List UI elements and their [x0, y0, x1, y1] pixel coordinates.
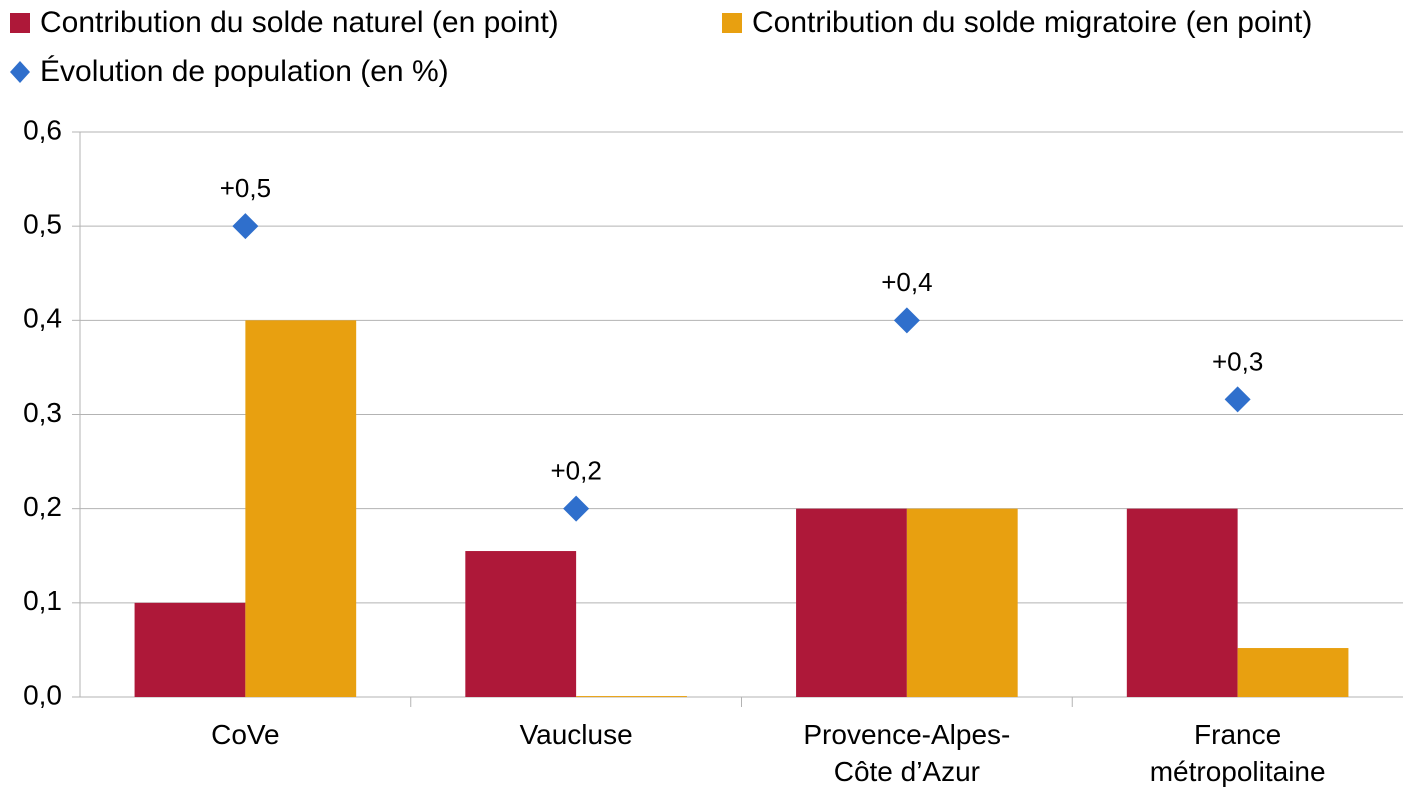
legend-label: Contribution du solde naturel (en point)	[40, 6, 559, 39]
data-label: +0,5	[220, 173, 271, 203]
marker	[1224, 386, 1251, 413]
x-tick-label: CoVe	[211, 719, 280, 750]
x-tick-label-line: métropolitaine	[1150, 756, 1326, 787]
y-tick-label: 0,0	[23, 679, 62, 710]
x-tick-label-line: Côte d’Azur	[834, 756, 980, 787]
legend-swatch	[10, 13, 30, 33]
marker	[893, 307, 920, 334]
y-tick-label: 0,6	[23, 114, 62, 145]
y-tick-label: 0,1	[23, 585, 62, 616]
bar	[906, 508, 1018, 697]
legend-swatch	[722, 13, 742, 33]
x-tick-label-line: CoVe	[211, 719, 280, 750]
marker	[563, 495, 590, 522]
bar	[134, 602, 246, 697]
bar	[576, 696, 687, 698]
y-tick-label: 0,2	[23, 491, 62, 522]
data-label: +0,4	[881, 267, 932, 297]
bar	[1126, 508, 1238, 697]
y-tick-label: 0,5	[23, 209, 62, 240]
data-label: +0,3	[1212, 346, 1263, 376]
legend-label: Contribution du solde migratoire (en poi…	[752, 6, 1312, 39]
y-tick-label: 0,4	[23, 303, 62, 334]
x-tick-label-line: France	[1194, 719, 1281, 750]
data-label: +0,2	[550, 456, 601, 486]
bar	[465, 551, 577, 697]
bar	[796, 508, 907, 697]
x-tick-label: Vaucluse	[520, 719, 633, 750]
x-tick-label: Provence-Alpes- Côte d’Azur	[803, 719, 1010, 787]
bar	[245, 320, 357, 697]
y-tick-label: 0,3	[23, 397, 62, 428]
marker	[232, 213, 259, 240]
legend-swatch	[10, 61, 30, 83]
x-tick-label-line: Vaucluse	[520, 719, 633, 750]
legend-label: Évolution de population (en %)	[40, 55, 449, 88]
bar	[1237, 648, 1349, 697]
x-tick-label: France métropolitaine	[1150, 719, 1326, 787]
x-tick-label-line: Provence-Alpes-	[803, 719, 1010, 750]
